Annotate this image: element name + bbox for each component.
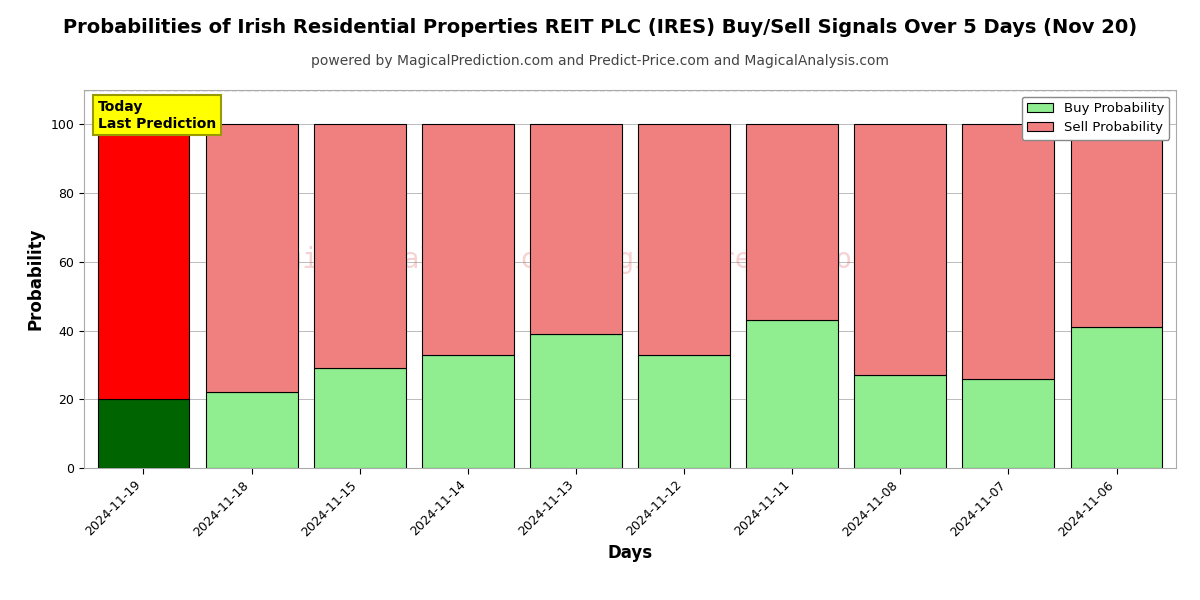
- Bar: [97, 124, 190, 399]
- Bar: [313, 368, 406, 468]
- Text: powered by MagicalPrediction.com and Predict-Price.com and MagicalAnalysis.com: powered by MagicalPrediction.com and Pre…: [311, 54, 889, 68]
- Bar: [205, 392, 298, 468]
- X-axis label: Days: Days: [607, 544, 653, 562]
- Bar: [422, 124, 514, 355]
- Text: Probabilities of Irish Residential Properties REIT PLC (IRES) Buy/Sell Signals O: Probabilities of Irish Residential Prope…: [62, 18, 1138, 37]
- Bar: [530, 124, 622, 334]
- Bar: [97, 399, 190, 468]
- Bar: [746, 124, 838, 320]
- Legend: Buy Probability, Sell Probability: Buy Probability, Sell Probability: [1021, 97, 1170, 140]
- Bar: [638, 124, 730, 355]
- Bar: [422, 355, 514, 468]
- Bar: [854, 124, 947, 375]
- Bar: [205, 124, 298, 392]
- Text: Today
Last Prediction: Today Last Prediction: [98, 100, 216, 131]
- Bar: [1070, 124, 1163, 327]
- Bar: [746, 320, 838, 468]
- Bar: [313, 124, 406, 368]
- Bar: [638, 355, 730, 468]
- Text: MagicalAnalysis.com: MagicalAnalysis.com: [252, 246, 571, 274]
- Bar: [962, 124, 1055, 379]
- Bar: [530, 334, 622, 468]
- Bar: [854, 375, 947, 468]
- Bar: [1070, 327, 1163, 468]
- Y-axis label: Probability: Probability: [26, 228, 44, 330]
- Text: MagicalPrediction.com: MagicalPrediction.com: [586, 246, 937, 274]
- Bar: [962, 379, 1055, 468]
